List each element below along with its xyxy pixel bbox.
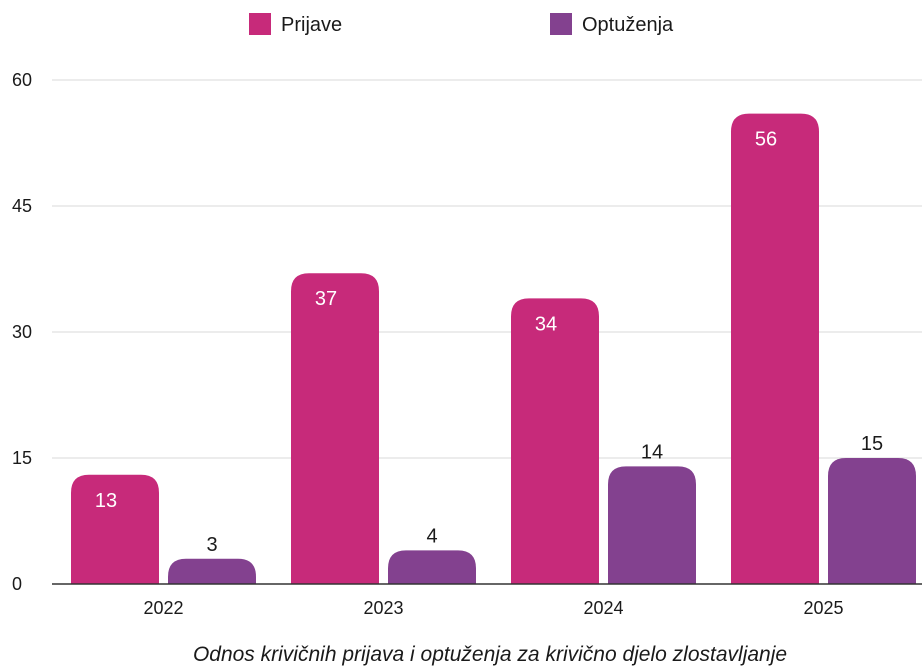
x-tick-label-2022: 2022: [143, 598, 183, 618]
legend-item-optuženja: Optuženja: [550, 13, 674, 36]
y-tick-label-60: 60: [12, 70, 32, 90]
y-axis-ticks: 0 15 30 45 60: [12, 70, 32, 594]
data-label-optuženja-2022: 3: [206, 534, 217, 556]
y-tick-label-45: 45: [12, 196, 32, 216]
x-tick-label-2024: 2024: [583, 598, 623, 618]
y-tick-label-0: 0: [12, 574, 22, 594]
legend-swatch-prijave: [249, 13, 271, 35]
chart-caption: Odnos krivičnih prijava i optuženja za k…: [193, 643, 787, 666]
data-label-optuženja-2024: 14: [641, 441, 663, 463]
bar-prijave-2023: [291, 273, 379, 584]
bar-prijave-2025: [731, 113, 819, 584]
bar-optuženja-2024: [608, 466, 696, 584]
legend: Prijave Optuženja: [249, 13, 674, 36]
legend-label-optuženja: Optuženja: [582, 14, 674, 36]
legend-item-prijave: Prijave: [249, 13, 342, 36]
bar-prijave-2024: [511, 298, 599, 584]
bar-optuženja-2022: [168, 558, 256, 584]
x-tick-label-2025: 2025: [803, 598, 843, 618]
x-tick-label-2023: 2023: [363, 598, 403, 618]
data-label-prijave-2023: 37: [315, 288, 337, 310]
legend-swatch-optuženja: [550, 13, 572, 35]
data-label-optuženja-2025: 15: [861, 433, 883, 455]
legend-label-prijave: Prijave: [281, 14, 342, 36]
data-label-prijave-2025: 56: [755, 129, 777, 151]
y-tick-label-30: 30: [12, 322, 32, 342]
bars: 13 3 37 4 34 14 56 15: [52, 113, 922, 585]
data-label-prijave-2024: 34: [535, 313, 557, 335]
x-axis-ticks: 2022 2023 2024 2025: [143, 598, 843, 618]
bar-prijave-2022: [71, 474, 159, 584]
y-tick-label-15: 15: [12, 448, 32, 468]
bar-optuženja-2025: [828, 458, 916, 584]
data-label-optuženja-2023: 4: [426, 525, 437, 547]
bar-optuženja-2023: [388, 550, 476, 584]
data-label-prijave-2022: 13: [95, 490, 117, 512]
